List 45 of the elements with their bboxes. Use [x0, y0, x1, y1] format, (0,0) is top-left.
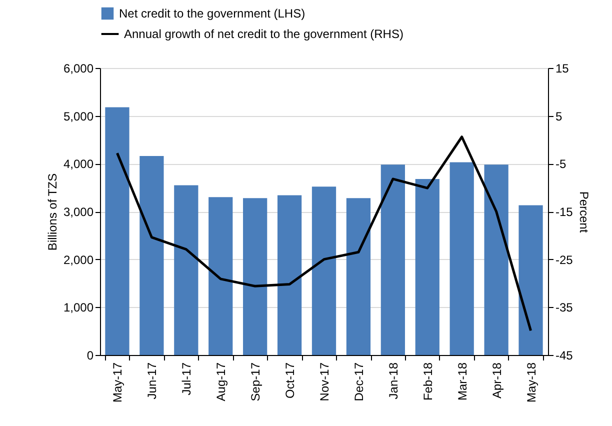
x-tick-label: Mar-18	[455, 362, 470, 401]
x-tick-label: Jan-18	[386, 362, 400, 400]
y-axis-title: Billions of TZS	[45, 173, 60, 251]
bar	[415, 178, 440, 355]
bar	[346, 198, 371, 355]
line-series	[116, 136, 532, 332]
y-tick-label: 4,000	[63, 157, 94, 172]
bar	[450, 162, 474, 355]
y2-tick-label: -5	[556, 157, 566, 172]
y2-axis-title: Percent	[576, 191, 591, 234]
bar	[105, 107, 130, 355]
y2-tick-label: -25	[556, 252, 574, 267]
y-tick-label: 2,000	[63, 252, 94, 267]
x-tick-label: Nov-17	[318, 362, 332, 402]
legend-label: Net credit to the government (LHS)	[119, 6, 306, 20]
y-tick-label: 3,000	[63, 205, 94, 219]
bar	[518, 205, 543, 355]
bar	[380, 164, 405, 355]
y-tick-label: 6,000	[63, 62, 94, 76]
legend-label: Annual growth of net credit to the government (RHS)	[124, 27, 404, 41]
x-tick-label: Sep-17	[248, 362, 263, 402]
bar	[174, 185, 198, 355]
bar	[140, 156, 164, 355]
x-tick-label: Jul-17	[180, 362, 194, 396]
bar	[208, 197, 233, 355]
y2-tick-label: 5	[556, 109, 562, 124]
bar	[484, 164, 508, 355]
y2-tick-label: -15	[556, 205, 574, 219]
bar	[243, 198, 268, 355]
y-tick-label: 5,000	[63, 109, 94, 124]
x-tick-label: Apr-18	[490, 362, 504, 399]
x-tick-label: Dec-17	[352, 362, 366, 402]
y2-tick-label: -35	[556, 300, 574, 315]
y2-tick-label: 15	[556, 62, 570, 76]
bar	[312, 186, 336, 355]
y-tick-label: 1,000	[63, 300, 94, 315]
x-tick-label: May-17	[110, 362, 125, 403]
x-tick-label: Aug-17	[214, 362, 228, 402]
x-tick-label: Jun-17	[145, 362, 160, 400]
x-tick-label: Feb-18	[420, 362, 435, 401]
x-tick-label: Oct-17	[283, 362, 298, 399]
bar	[277, 195, 302, 355]
x-tick-label: May-18	[524, 362, 538, 403]
y2-tick-label: -45	[556, 348, 574, 362]
y-tick-label: 0	[86, 348, 94, 362]
